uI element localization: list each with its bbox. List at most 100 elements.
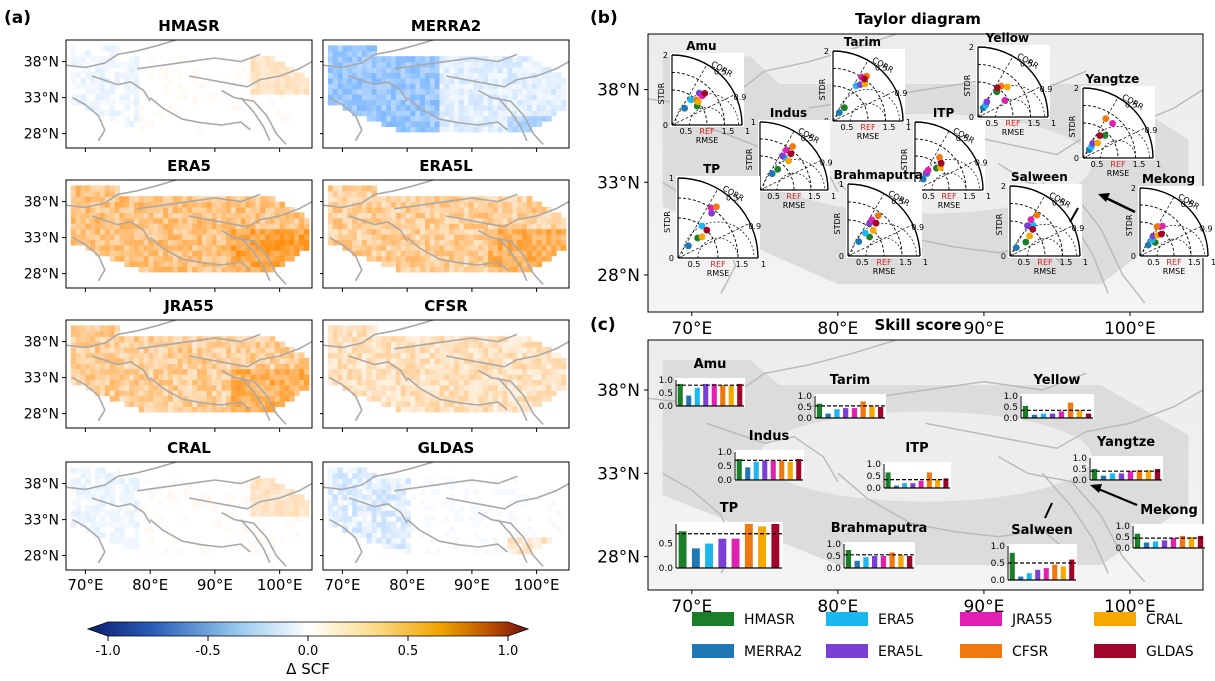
scf-cell — [400, 363, 407, 370]
scf-cell — [284, 489, 290, 495]
scf-cell — [109, 489, 116, 495]
scf-cell — [114, 250, 121, 257]
scf-cell — [376, 483, 382, 490]
scf-cell — [371, 207, 378, 213]
scf-cell — [95, 467, 101, 474]
scf-cell — [216, 384, 222, 391]
scf-cell — [371, 115, 378, 122]
scf-cell — [70, 234, 77, 240]
scf-cell — [488, 67, 494, 73]
scf-cell — [279, 363, 286, 370]
scf-cell — [231, 357, 237, 364]
scf-cell — [294, 83, 300, 90]
scf-cell — [255, 234, 261, 240]
scf-cell — [274, 239, 281, 246]
scf-cell — [172, 255, 179, 262]
scf-cell — [546, 212, 552, 219]
scf-cell — [134, 207, 140, 213]
scf-cell — [250, 390, 256, 397]
scf-cell — [332, 516, 339, 522]
scf-cell — [352, 244, 358, 251]
scf-cell — [507, 196, 513, 203]
scf-cell — [211, 363, 218, 370]
scf-cell — [299, 228, 305, 235]
scf-cell — [507, 115, 513, 122]
scf-cell — [405, 390, 411, 397]
scf-cell — [85, 185, 91, 192]
skill-bar-merra2 — [1100, 475, 1107, 480]
scf-cell — [337, 510, 344, 517]
scf-cell — [546, 395, 552, 402]
scf-cell — [371, 110, 378, 117]
scf-cell — [357, 72, 363, 79]
scf-cell — [386, 261, 392, 267]
scf-cell — [100, 341, 106, 348]
scf-cell — [526, 110, 533, 117]
scf-cell — [551, 374, 557, 380]
river-line-2 — [406, 376, 509, 411]
skill-tick-label: 1.0 — [798, 392, 813, 402]
scf-cell — [226, 374, 232, 380]
scf-cell — [429, 336, 436, 343]
scf-cell — [526, 261, 533, 267]
scf-cell — [507, 228, 513, 235]
scf-cell — [255, 510, 261, 517]
scf-cell — [551, 521, 557, 528]
scf-cell — [361, 72, 368, 79]
scf-cell — [226, 223, 232, 230]
scf-cell — [522, 196, 528, 203]
scf-cell — [507, 336, 513, 343]
scf-cell — [95, 94, 101, 100]
taylor-stdr-arc — [832, 85, 869, 122]
scf-cell — [138, 217, 145, 224]
scf-cell — [129, 234, 135, 240]
scf-cell — [114, 239, 121, 246]
map-panel-cfsr: CFSR — [320, 297, 570, 432]
scf-cell — [381, 532, 387, 539]
scf-cell — [410, 255, 416, 262]
scf-cell — [100, 467, 106, 474]
scf-cell — [507, 72, 513, 79]
scf-cell — [560, 234, 567, 240]
scf-cell — [517, 406, 523, 413]
scf-cell — [361, 185, 368, 192]
scf-cell — [129, 121, 135, 127]
scf-cell — [546, 489, 552, 495]
scf-cell — [143, 250, 150, 257]
scf-cell — [192, 499, 198, 506]
scf-cell — [512, 352, 518, 359]
lat-tick-label: 38°N — [597, 381, 640, 401]
scf-cell — [546, 384, 552, 391]
skill-bar-era5 — [834, 409, 840, 418]
lon-tick-label: 90°E — [454, 576, 490, 594]
taylor-x-tick-max: 1 — [1051, 119, 1056, 128]
scf-cell — [405, 357, 411, 364]
lon-tick-label: 80°E — [389, 576, 425, 594]
scf-cell — [463, 239, 470, 246]
taylor-region-title: Mekong — [1142, 172, 1195, 186]
scf-cell — [168, 494, 174, 501]
scf-cell — [153, 250, 159, 257]
scf-cell — [395, 250, 402, 257]
scf-cell — [517, 401, 523, 407]
scf-cell — [134, 217, 140, 224]
lat-tick-label: 33°N — [24, 231, 59, 247]
scf-cell — [468, 61, 475, 68]
scf-cell — [357, 472, 363, 479]
scf-cell — [327, 483, 334, 490]
scf-cell — [158, 406, 164, 413]
scf-cell — [391, 384, 397, 391]
scf-cell — [332, 521, 339, 528]
scf-cell — [468, 352, 475, 359]
scf-cell — [100, 384, 106, 391]
river-line-2 — [149, 96, 252, 131]
skill-tick-label: 0.0 — [1116, 544, 1131, 554]
scf-cell — [80, 190, 87, 197]
lon-tick-label: 100°E — [257, 576, 303, 594]
scf-cell — [197, 395, 203, 402]
scf-cell — [260, 88, 266, 95]
scf-cell — [425, 228, 431, 235]
scf-cell — [381, 395, 387, 402]
scf-cell — [381, 217, 387, 224]
scf-cell — [463, 88, 470, 95]
